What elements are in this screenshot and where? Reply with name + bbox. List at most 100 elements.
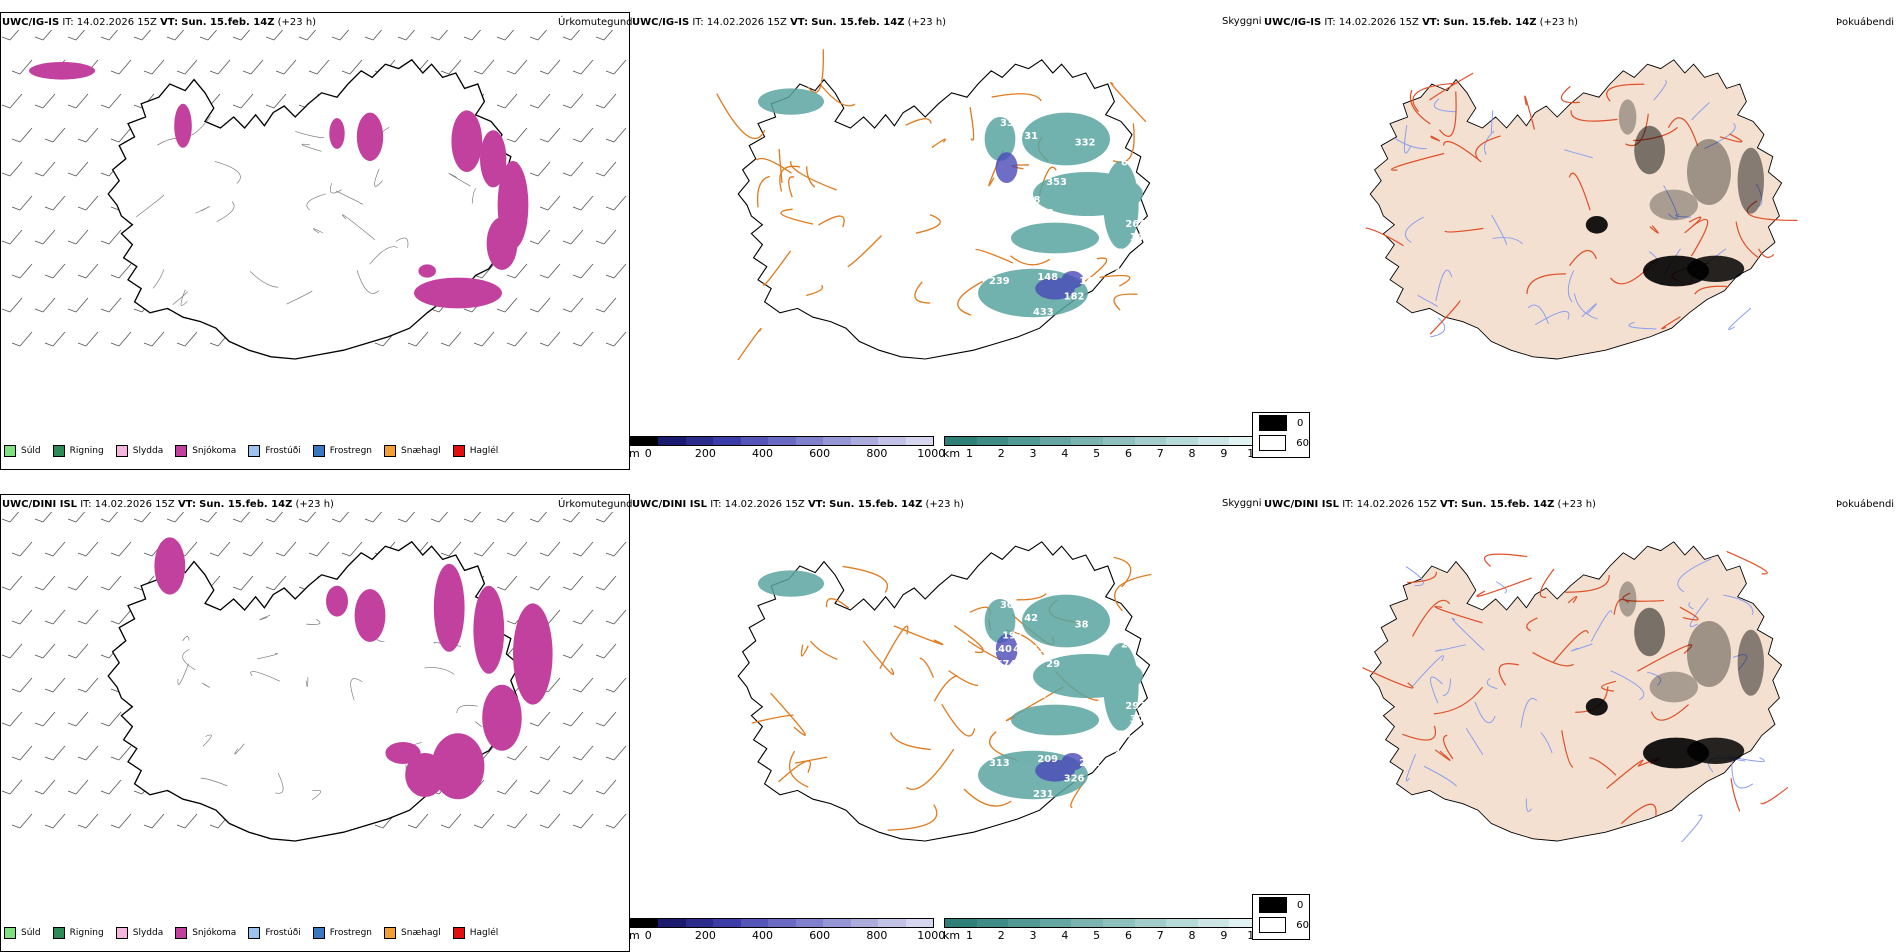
wind-barb xyxy=(605,59,627,75)
wind-barb xyxy=(77,263,99,279)
fog-legend-label: 60 xyxy=(1296,437,1309,449)
wind-barb xyxy=(100,93,122,109)
road-line xyxy=(1746,200,1798,221)
river-line xyxy=(1430,676,1443,704)
road-line xyxy=(1758,248,1775,258)
road-line xyxy=(794,756,828,764)
legend-item: Haglél xyxy=(452,445,498,457)
wind-barb xyxy=(506,331,528,347)
legend-item: Snjókoma xyxy=(175,445,236,457)
road-line xyxy=(1484,553,1528,567)
wind-barb xyxy=(506,745,528,761)
wind-barb xyxy=(110,609,132,625)
colorbar-segment xyxy=(850,919,879,927)
legend-label: Súld xyxy=(21,446,41,456)
precip-map xyxy=(1,512,627,842)
colorbar-segment xyxy=(1229,919,1261,927)
wind-barb xyxy=(1,711,23,727)
wind-barb xyxy=(539,813,561,829)
road-line xyxy=(1433,686,1483,715)
river-line xyxy=(1534,311,1570,326)
wind-barb xyxy=(331,512,350,523)
low-visibility-area xyxy=(758,570,824,597)
colorbar-tick-label: 6 xyxy=(1124,447,1132,460)
very-low-visibility-area xyxy=(995,152,1018,183)
wind-barb xyxy=(67,512,86,523)
road-line xyxy=(887,804,938,831)
road-line xyxy=(1570,110,1618,122)
low-visibility-area xyxy=(758,88,824,115)
wind-barb xyxy=(176,813,198,829)
wind-barb xyxy=(506,813,528,829)
wind-barb xyxy=(572,59,594,75)
colorbar-segment xyxy=(768,919,796,927)
fog-area xyxy=(1649,189,1698,221)
wind-barb xyxy=(143,59,165,75)
wind-barb xyxy=(562,30,581,41)
fog-area xyxy=(1687,139,1731,205)
colorbar-tick-label: 200 xyxy=(694,447,716,460)
road-line xyxy=(1601,680,1617,692)
wind-barb xyxy=(605,127,627,143)
wind-barb xyxy=(67,93,89,109)
wind-barb xyxy=(232,30,251,41)
wind-barb xyxy=(595,711,617,727)
road-line xyxy=(778,148,783,184)
panel-type-label: Úrkomutegund xyxy=(558,499,633,510)
panel-type-label: Þokuábendi xyxy=(1836,499,1895,510)
low-visibility-area xyxy=(1103,161,1139,249)
panel-type-label: Skyggni xyxy=(1222,498,1262,509)
fog-area xyxy=(1585,216,1608,234)
road-line xyxy=(1430,135,1441,142)
wind-barb xyxy=(242,541,264,557)
river-line xyxy=(1495,581,1507,594)
wind-barb xyxy=(430,30,449,41)
wind-barb xyxy=(275,541,297,557)
wind-barb xyxy=(110,745,132,761)
road-line xyxy=(1442,734,1454,760)
wind-barb xyxy=(34,229,56,245)
legend-item: Frostregn xyxy=(312,927,372,939)
legend-swatch xyxy=(4,927,16,939)
wind-barb xyxy=(440,331,462,347)
wind-barb xyxy=(110,263,132,279)
wind-barb xyxy=(364,512,383,523)
road-line xyxy=(1561,730,1574,768)
road-line xyxy=(905,118,932,126)
wind-barb xyxy=(11,813,33,829)
wind-barb xyxy=(67,575,89,591)
snowfall-area xyxy=(418,264,436,278)
colorbar-tick-label: 5 xyxy=(1093,447,1101,460)
legend-swatch xyxy=(4,445,16,457)
wind-barb xyxy=(595,643,617,659)
road-line xyxy=(905,748,955,790)
snowfall-area xyxy=(326,585,348,617)
river-line xyxy=(1423,765,1458,787)
wind-barb xyxy=(166,512,185,523)
wind-barb xyxy=(331,30,350,41)
wind-barb xyxy=(143,813,165,829)
road-line xyxy=(1402,725,1437,741)
road-line xyxy=(770,692,806,736)
road-line xyxy=(862,640,895,675)
road-line xyxy=(1498,663,1519,686)
legend-swatch xyxy=(312,445,325,457)
wind-barb xyxy=(199,30,218,41)
road-line xyxy=(1532,651,1574,667)
wind-barb xyxy=(110,127,132,143)
legend-label: Haglél xyxy=(469,928,499,938)
wind-barb xyxy=(44,331,66,347)
very-low-visibility-area xyxy=(1061,753,1084,771)
wind-barb xyxy=(34,30,53,41)
river-line xyxy=(1573,293,1598,320)
river-line xyxy=(1663,185,1678,220)
panel-title: UWC/DINI ISL IT: 14.02.2026 15Z VT: Sun.… xyxy=(1264,499,1596,510)
wind-barb xyxy=(209,541,231,557)
wind-barb xyxy=(595,575,617,591)
road-line xyxy=(893,625,944,646)
wind-barb xyxy=(308,59,330,75)
fog-area xyxy=(1687,737,1745,764)
panel-precip-type-dini: UWC/DINI ISL IT: 14.02.2026 15Z VT: Sun.… xyxy=(0,494,633,952)
colorbar-segment xyxy=(631,437,659,445)
